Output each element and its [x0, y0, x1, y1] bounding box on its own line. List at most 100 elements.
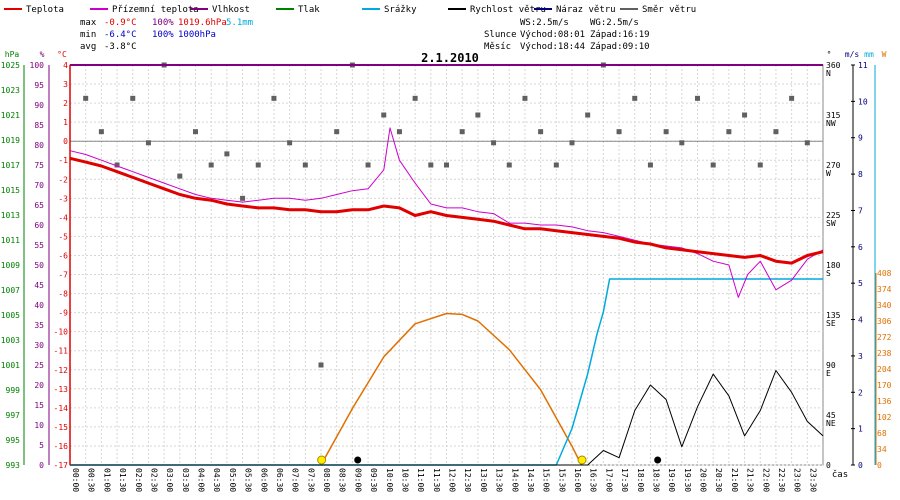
direction-tick: 45 — [826, 411, 836, 420]
moonset-marker — [354, 456, 362, 464]
wind-direction-point — [663, 129, 669, 135]
x-tick-label: 01:00 — [102, 468, 111, 492]
radiation-tick: 306 — [877, 317, 892, 326]
wind-tick: 2 — [858, 388, 863, 397]
stat-sun-rise: Východ:08:01 — [520, 30, 585, 40]
wind-direction-point — [538, 129, 544, 135]
legend-label: Srážky — [384, 5, 417, 15]
wind-tick: 11 — [858, 61, 868, 70]
radiation-tick: 34 — [877, 445, 887, 454]
humidity-tick: 45 — [34, 281, 44, 290]
radiation-tick: 170 — [877, 381, 892, 390]
x-tick-label: 02:30 — [149, 468, 158, 492]
humidity-tick: 100 — [30, 61, 45, 70]
x-tick-label: 03:00 — [165, 468, 174, 492]
wind-direction-point — [208, 162, 214, 168]
humidity-tick: 25 — [34, 361, 44, 370]
wind-tick: 6 — [858, 243, 863, 252]
wind-direction-point — [804, 140, 810, 146]
direction-tick: 90 — [826, 361, 836, 370]
wind-tick: 5 — [858, 279, 863, 288]
stat-wg: WG:2.5m/s — [590, 18, 639, 28]
axes: 00:00 00:30 01:00 01:30 02:00 02:30 03:00 03:30… — [1, 50, 892, 492]
humidity-tick: 20 — [34, 381, 44, 390]
wind-direction-point — [773, 129, 779, 135]
x-tick-label: 15:30 — [557, 468, 566, 492]
x-tick-label: 15:00 — [542, 468, 551, 492]
ground-temperature-line — [69, 127, 824, 298]
wind-speed-line — [70, 370, 824, 466]
humidity-tick: 80 — [34, 141, 44, 150]
legend: Teplota Přízemní teplota Vlhkost Tlak Srážky… — [4, 5, 696, 15]
legend-label: Směr větru — [642, 5, 696, 15]
wind-direction-point — [695, 95, 700, 101]
direction-tick: 0 — [826, 461, 831, 470]
humidity-tick: 35 — [34, 321, 44, 330]
wind-direction-point — [271, 95, 277, 101]
direction-axis-unit: ° — [827, 50, 832, 59]
pressure-tick: 1005 — [1, 311, 20, 320]
x-tick-label: 14:00 — [510, 468, 519, 492]
humidity-tick: 75 — [34, 161, 44, 170]
direction-label: NE — [826, 419, 836, 428]
x-tick-label: 08:30 — [338, 468, 347, 492]
wind-direction-point — [616, 129, 622, 135]
legend-label: Teplota — [26, 5, 64, 15]
radiation-tick: 408 — [877, 269, 892, 278]
wind-direction-point — [444, 162, 449, 168]
pressure-tick: 1025 — [1, 61, 20, 70]
radiation-tick: 0 — [877, 461, 882, 470]
x-tick-label: 16:30 — [589, 468, 598, 492]
temperature-tick: 3 — [63, 80, 68, 89]
humidity-tick: 60 — [34, 221, 44, 230]
pressure-tick: 1019 — [1, 136, 20, 145]
stat-max-press: 1019.6hPa — [178, 18, 227, 28]
radiation-tick: 68 — [877, 429, 887, 438]
direction-label: SE — [826, 319, 836, 328]
x-tick-label: 14:30 — [526, 468, 535, 492]
stat-min-label: min — [80, 30, 96, 40]
temperature-tick: -16 — [54, 442, 69, 451]
x-tick-label: 13:00 — [479, 468, 488, 492]
solar-radiation-line — [320, 312, 583, 466]
wind-direction-point — [522, 95, 528, 101]
direction-tick: 180 — [826, 261, 841, 270]
pressure-tick: 995 — [6, 436, 21, 445]
wind-direction-point — [130, 95, 136, 101]
humidity-tick: 85 — [34, 121, 44, 130]
radiation-axis-unit: W — [882, 50, 887, 59]
x-tick-label: 09:00 — [353, 468, 362, 492]
pressure-tick: 1007 — [1, 286, 20, 295]
wind-direction-point — [632, 95, 638, 101]
x-tick-label: 08:00 — [322, 468, 331, 492]
wind-direction-point — [240, 195, 246, 201]
stat-moon-rise: Východ:18:44 — [520, 42, 585, 52]
temperature-tick: -2 — [58, 175, 68, 184]
radiation-tick: 136 — [877, 397, 892, 406]
stat-max-hum: 100% — [152, 18, 174, 28]
wind-tick: 0 — [858, 461, 863, 470]
pressure-tick: 1001 — [1, 361, 20, 370]
humidity-tick: 40 — [34, 301, 44, 310]
direction-label: N — [826, 69, 831, 78]
stat-min-hum: 100% — [152, 30, 174, 40]
pressure-tick: 999 — [6, 386, 21, 395]
pressure-tick: 1013 — [1, 211, 20, 220]
wind-direction-point — [757, 162, 763, 168]
temperature-tick: -7 — [58, 271, 68, 280]
radiation-tick: 102 — [877, 413, 892, 422]
pressure-tick: 997 — [6, 411, 21, 420]
plot-marks — [69, 62, 824, 466]
legend-label: Náraz větru — [556, 5, 616, 15]
radiation-tick: 272 — [877, 333, 892, 342]
temperature-tick: -4 — [58, 213, 68, 222]
wind-axis-unit: m/s — [845, 50, 860, 59]
wind-direction-point — [789, 95, 795, 101]
x-tick-label: 00:00 — [71, 468, 80, 492]
direction-tick: 360 — [826, 61, 841, 70]
humidity-tick: 0 — [39, 461, 44, 470]
wind-direction-point — [255, 162, 261, 168]
x-tick-label: 07:00 — [291, 468, 300, 492]
wind-direction-point — [679, 140, 685, 146]
wind-direction-point — [287, 140, 293, 146]
